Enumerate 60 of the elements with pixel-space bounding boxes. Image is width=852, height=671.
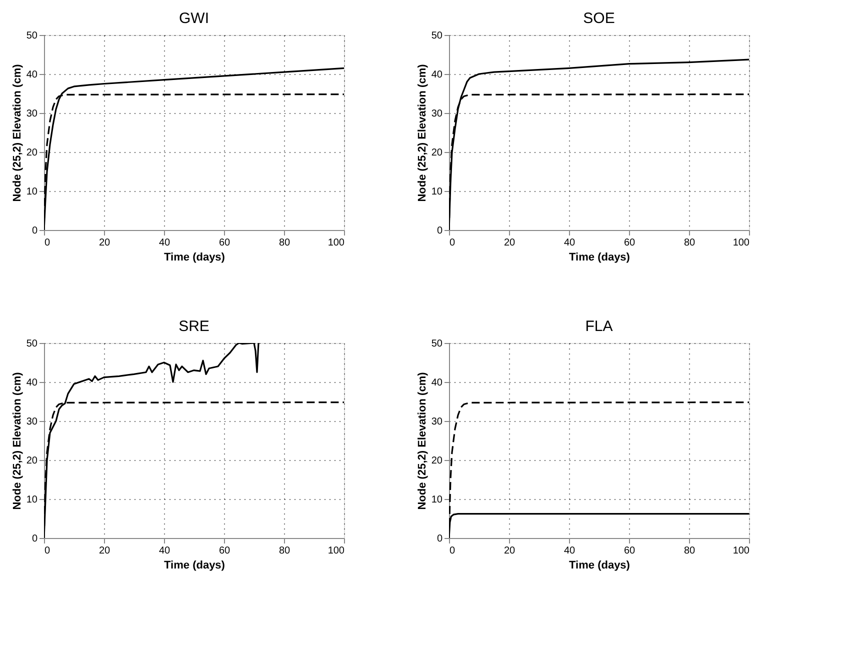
x-tick-label: 60 xyxy=(218,238,230,248)
y-tick-label: 50 xyxy=(26,338,38,350)
x-tick-label: 40 xyxy=(158,546,170,556)
x-tick-label: 100 xyxy=(328,238,345,248)
y-tick-label: 0 xyxy=(32,226,38,236)
x-tick-label: 0 xyxy=(450,546,456,556)
y-tick-label: 20 xyxy=(26,456,38,466)
y-tick-label: 20 xyxy=(26,148,38,158)
y-tick-label: 30 xyxy=(431,108,443,120)
chart-title: SRE xyxy=(178,318,210,335)
x-tick-label: 80 xyxy=(684,238,696,248)
chart-title: SOE xyxy=(583,10,615,27)
x-tick-label: 60 xyxy=(218,546,230,556)
y-tick-label: 0 xyxy=(436,534,443,544)
y-tick-label: 50 xyxy=(431,338,443,350)
chart-title: FLA xyxy=(585,318,613,335)
y-tick-label: 20 xyxy=(431,456,443,466)
y-tick-label: 40 xyxy=(26,378,38,388)
x-axis-title: Time (days) xyxy=(164,252,226,264)
x-tick-label: 0 xyxy=(44,546,50,556)
x-tick-label: 20 xyxy=(504,546,516,556)
x-tick-label: 20 xyxy=(98,546,110,556)
x-axis-title: Time (days) xyxy=(569,560,630,572)
y-tick-label: 40 xyxy=(26,70,38,80)
x-tick-label: 100 xyxy=(328,546,345,556)
x-tick-label: 20 xyxy=(504,238,516,248)
x-tick-label: 40 xyxy=(564,546,576,556)
x-tick-label: 20 xyxy=(98,238,110,248)
x-tick-label: 40 xyxy=(564,238,576,248)
x-tick-label: 100 xyxy=(732,546,750,556)
x-tick-label: 100 xyxy=(732,238,750,248)
y-tick-label: 0 xyxy=(32,534,38,544)
x-tick-label: 0 xyxy=(450,238,456,248)
x-tick-label: 80 xyxy=(278,238,290,248)
y-tick-label: 10 xyxy=(431,186,443,198)
y-tick-label: 20 xyxy=(431,148,443,158)
x-axis-title: Time (days) xyxy=(164,560,226,572)
y-tick-label: 40 xyxy=(431,70,443,80)
x-tick-label: 40 xyxy=(158,238,170,248)
y-tick-label: 50 xyxy=(431,30,443,42)
chart-title: GWI xyxy=(179,10,209,27)
x-axis-title: Time (days) xyxy=(569,252,630,264)
y-tick-label: 30 xyxy=(431,416,443,428)
y-axis-title: Node (25,2) Elevation (cm) xyxy=(416,372,428,510)
y-axis-title: Node (25,2) Elevation (cm) xyxy=(416,64,428,202)
y-tick-label: 50 xyxy=(26,30,38,42)
y-tick-label: 10 xyxy=(26,186,38,198)
x-tick-label: 80 xyxy=(684,546,696,556)
y-tick-label: 10 xyxy=(26,494,38,506)
y-axis-title: Node (25,2) Elevation (cm) xyxy=(11,64,24,202)
y-tick-label: 30 xyxy=(26,108,38,120)
y-tick-label: 0 xyxy=(436,226,443,236)
x-tick-label: 80 xyxy=(278,546,290,556)
x-tick-label: 60 xyxy=(624,546,636,556)
y-tick-label: 10 xyxy=(431,494,443,506)
x-tick-label: 0 xyxy=(44,238,50,248)
y-tick-label: 30 xyxy=(26,416,38,428)
y-axis-title: Node (25,2) Elevation (cm) xyxy=(11,372,24,510)
y-tick-label: 40 xyxy=(431,378,443,388)
x-tick-label: 60 xyxy=(624,238,636,248)
